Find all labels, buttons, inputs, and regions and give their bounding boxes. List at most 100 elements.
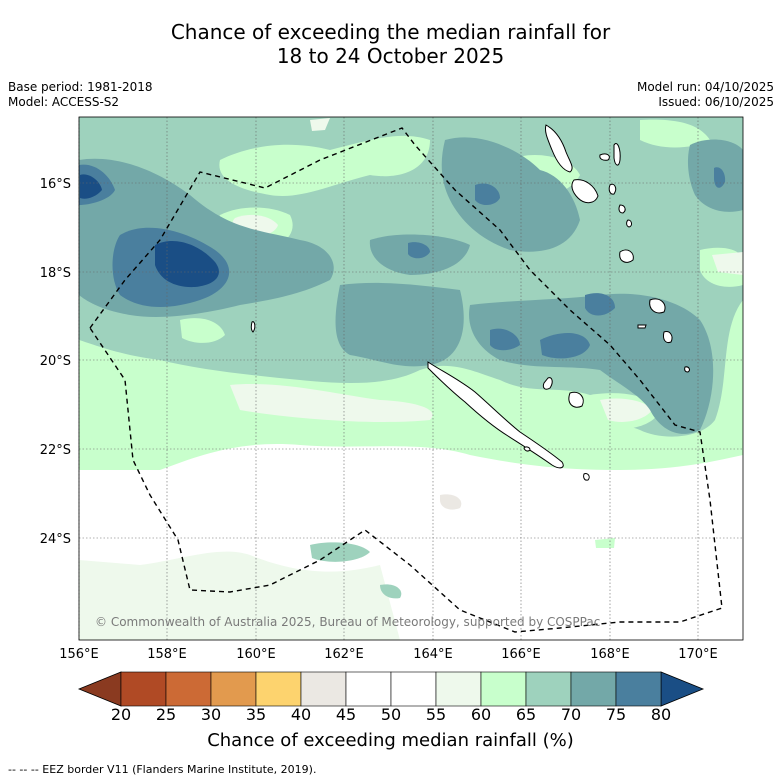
lon-label: 164°E xyxy=(413,647,453,662)
erromango-island xyxy=(649,298,666,314)
field-pale-pocket-top xyxy=(310,118,330,131)
lon-label: 168°E xyxy=(590,647,630,662)
maewo-island xyxy=(613,143,621,166)
map-frame xyxy=(78,116,744,641)
title-line-1: Chance of exceeding the median rainfall … xyxy=(170,20,611,44)
colorbar-swatches xyxy=(120,671,662,707)
issued-date: Issued: 06/10/2025 xyxy=(658,95,774,109)
meta-left: Base period: 1981-2018 Model: ACCESS-S2 xyxy=(8,80,153,110)
colorbar-swatch xyxy=(615,671,662,707)
field-teal-spot-s2 xyxy=(380,584,402,599)
field-pale-pocket-8 xyxy=(600,398,652,422)
colorbar-ticks: 20 25 30 35 40 45 50 55 60 65 70 75 80 xyxy=(111,705,671,724)
ouvea-island xyxy=(542,377,553,390)
field-teal-east xyxy=(469,293,714,434)
field-green-pocket-7 xyxy=(180,318,225,343)
small-island-west xyxy=(250,321,256,333)
base-period: Base period: 1981-2018 xyxy=(8,80,153,94)
rainfall-field xyxy=(79,117,743,640)
field-blue-center-spot xyxy=(408,242,430,259)
landmasses xyxy=(250,124,690,481)
colorbar-swatch xyxy=(300,671,347,707)
field-teal-spot-s xyxy=(310,542,370,562)
field-pale-pocket-6 xyxy=(712,252,743,275)
field-blue-dark-west xyxy=(155,241,219,288)
malekula-island xyxy=(571,179,599,204)
field-green-pocket-1 xyxy=(219,135,430,196)
eez-border xyxy=(89,127,723,633)
field-blue-far-east-spot xyxy=(714,167,726,188)
colorbar-label: Chance of exceeding median rainfall (%) xyxy=(207,730,574,751)
field-grey-spot xyxy=(440,494,462,510)
lon-label: 158°E xyxy=(147,647,187,662)
colorbar-swatch xyxy=(480,671,527,707)
colorbar-tick-label: 75 xyxy=(606,705,626,724)
lon-label: 160°E xyxy=(236,647,276,662)
graticule xyxy=(78,117,743,640)
meta-right: Model run: 04/10/2025 Issued: 06/10/2025 xyxy=(637,80,774,110)
colorbar-tick-label: 25 xyxy=(156,705,176,724)
field-teal-ne xyxy=(441,137,580,252)
map-title: Chance of exceeding the median rainfall … xyxy=(0,20,781,68)
field-teal-center xyxy=(335,282,464,367)
field-blue-east-spot-3 xyxy=(585,293,615,316)
lat-label: 22°S xyxy=(40,443,71,458)
field-white-patch xyxy=(80,490,140,505)
field-pale-center xyxy=(230,383,433,422)
colorbar-tick-label: 70 xyxy=(561,705,581,724)
efate-island xyxy=(619,249,634,263)
colorbar-tick-label: 40 xyxy=(291,705,311,724)
colorbar-swatch xyxy=(435,671,482,707)
colorbar-tick-label: 60 xyxy=(471,705,491,724)
aneityum-island xyxy=(684,366,690,373)
field-blue-ne-spot xyxy=(475,183,500,206)
ambrym-island xyxy=(608,183,617,195)
lat-labels: 16°S 18°S 20°S 22°S 24°S xyxy=(40,177,71,547)
colorbar-tick-label: 45 xyxy=(336,705,356,724)
lon-label: 156°E xyxy=(59,647,99,662)
tanna-island xyxy=(663,331,673,343)
lifou-island xyxy=(568,391,584,408)
field-blue-dark-w-edge xyxy=(80,174,102,199)
small-island-east xyxy=(637,324,647,329)
colorbar-swatch xyxy=(210,671,257,707)
field-blue-east-spot-1 xyxy=(490,328,520,351)
field-green-pocket-4 xyxy=(640,119,710,148)
lon-label: 170°E xyxy=(678,647,718,662)
lon-labels: 156°E 158°E 160°E 162°E 164°E 166°E 168°… xyxy=(59,647,718,662)
lat-label: 24°S xyxy=(40,532,71,547)
lat-label: 16°S xyxy=(40,177,71,192)
ambae-island xyxy=(599,153,610,161)
colorbar-tick-label: 65 xyxy=(516,705,536,724)
colorbar-tick-label: 55 xyxy=(426,705,446,724)
colorbar-tick-label: 35 xyxy=(246,705,266,724)
isle-of-pines xyxy=(523,446,531,452)
colorbar: 20 25 30 35 40 45 50 55 60 65 70 75 80 xyxy=(77,671,705,724)
colorbar-tick-label: 80 xyxy=(651,705,671,724)
espiritu-santo-island xyxy=(545,124,573,173)
field-pale-sw xyxy=(79,551,400,640)
lat-label: 20°S xyxy=(40,354,71,369)
colorbar-extend-low xyxy=(77,671,122,707)
model-run: Model run: 04/10/2025 xyxy=(636,80,774,94)
field-white-se xyxy=(560,480,720,523)
lon-label: 166°E xyxy=(501,647,541,662)
eez-footnote: -- -- -- EEZ border V11 (Flanders Marine… xyxy=(8,763,317,776)
colorbar-swatch xyxy=(255,671,302,707)
colorbar-extend-high xyxy=(660,671,705,707)
epi-island xyxy=(618,204,626,214)
colorbar-swatch xyxy=(345,671,392,707)
colorbar-tick-label: 50 xyxy=(381,705,401,724)
colorbar-tick-label: 30 xyxy=(201,705,221,724)
colorbar-swatch xyxy=(390,671,437,707)
shepherd-island xyxy=(626,219,632,228)
colorbar-swatch xyxy=(525,671,572,707)
colorbar-swatch xyxy=(570,671,617,707)
colorbar-tick-label: 20 xyxy=(111,705,131,724)
field-blue-east-spot-2 xyxy=(540,333,590,359)
lon-label: 162°E xyxy=(324,647,364,662)
colorbar-swatch xyxy=(120,671,167,707)
colorbar-swatch xyxy=(165,671,212,707)
copyright-text: © Commonwealth of Australia 2025, Bureau… xyxy=(95,615,600,629)
